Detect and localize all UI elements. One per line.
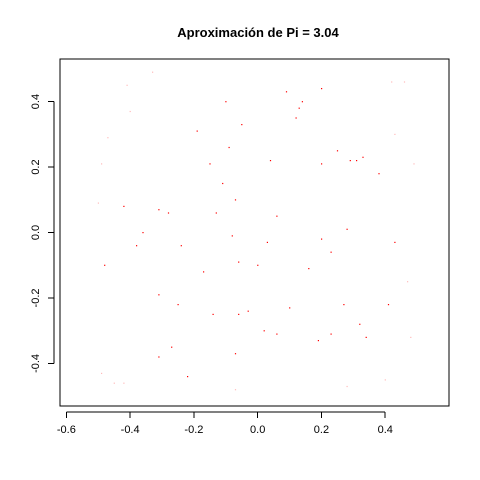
data-point [295,117,297,119]
data-point [269,160,272,162]
data-point [378,173,380,175]
data-point [346,228,348,230]
data-point [97,202,99,204]
data-point [113,382,115,384]
data-point [330,251,332,253]
data-point [394,241,396,243]
data-point [123,205,125,207]
data-point [212,313,214,315]
data-point [107,137,109,139]
data-point [180,245,182,247]
data-point [285,91,288,93]
data-point [413,163,415,165]
data-point [215,212,217,214]
data-point [238,313,240,315]
data-point [321,163,323,165]
x-tick-label: -0.2 [184,424,203,436]
data-point [349,160,351,162]
x-axis: -0.6 -0.4 -0.2 0.0 0.2 0.4 [57,411,393,436]
y-tick-label: 0.0 [30,225,42,240]
plot-area-frame [59,58,450,407]
data-point [394,133,396,135]
y-tick-label: -0.2 [30,288,42,307]
data-point [231,235,233,237]
data-point [152,71,154,73]
data-point [289,307,291,309]
x-tick-label: -0.4 [121,424,140,436]
data-point [228,146,230,149]
data-point [238,261,240,263]
data-point [222,182,224,185]
data-point [247,310,249,312]
data-point [158,356,160,358]
y-axis: -0.4 -0.2 0.0 0.2 0.4 [30,94,55,373]
data-point [336,150,339,152]
data-point [209,163,211,165]
data-point [142,232,144,234]
data-point [129,110,131,113]
x-tick-label: 0.4 [378,424,393,436]
y-tick-label: 0.2 [30,159,42,174]
data-point [321,238,323,240]
data-point [362,156,364,158]
x-tick-label: 0.2 [314,424,329,436]
data-point [403,81,406,83]
data-point [136,245,138,247]
data-point [126,84,128,86]
data-point [343,304,345,306]
data-point [391,81,393,83]
data-point [410,336,412,338]
data-point [203,271,205,273]
data-point [263,330,265,332]
data-point [276,333,278,335]
data-point [298,107,300,109]
data-point [266,241,268,243]
data-point [187,376,189,378]
data-point [234,389,237,391]
data-point [158,209,160,211]
data-point [330,333,332,335]
data-point [407,281,409,283]
y-tick-label: -0.4 [30,354,42,373]
data-point [387,304,390,306]
data-point [101,163,103,165]
data-point [241,124,243,126]
x-tick-label: -0.6 [57,424,76,436]
data-point [317,340,319,342]
data-point [171,346,173,348]
data-point [308,268,310,270]
x-tick-label: 0.0 [250,424,265,436]
data-point [196,130,198,132]
chart-title: Aproximación de Pi = 3.04 [177,25,339,40]
points-layer [97,71,415,391]
data-point [257,264,259,266]
data-point [346,385,348,388]
data-point [167,212,170,214]
data-point [234,353,237,355]
data-point [177,304,179,306]
data-point [104,264,106,266]
y-tick-label: 0.4 [30,94,42,109]
data-point [384,379,386,381]
data-point [158,294,160,296]
data-point [301,101,303,103]
data-point [101,372,103,374]
data-point [356,160,358,162]
data-point [276,215,278,217]
data-point [365,336,367,338]
data-point [123,382,125,384]
data-point [321,88,323,90]
data-point [359,323,361,325]
data-point [225,101,227,103]
data-point [234,199,237,201]
